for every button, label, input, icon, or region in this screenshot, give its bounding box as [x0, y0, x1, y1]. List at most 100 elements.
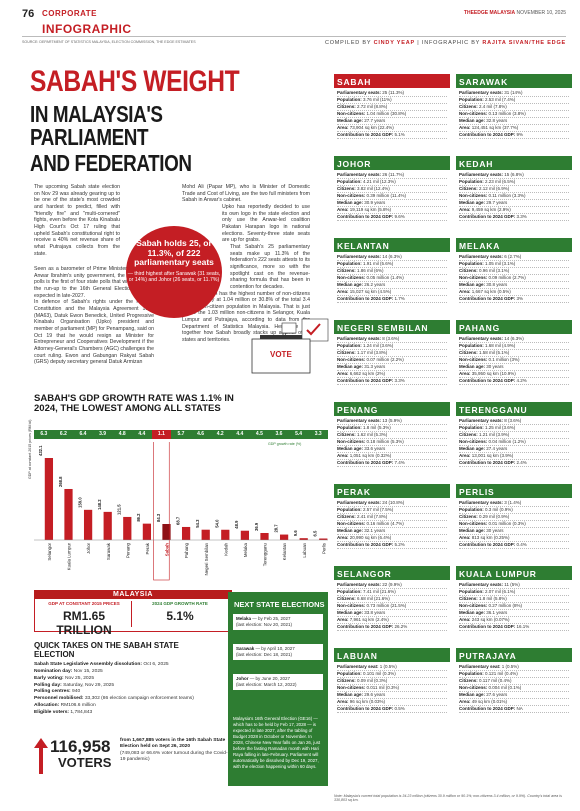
stat-label: Area: [337, 534, 350, 540]
stat-label: Non-citizens: [337, 602, 367, 608]
gdp-bar-value: 36.9 [254, 522, 259, 531]
state-stat-row: Area: 49 sq km (0.01%) [459, 699, 569, 706]
stat-value: 1.8 mil (5.3%) [363, 424, 391, 430]
state-stat-row: Contribution to 2024 GDP: 4.2% [459, 378, 569, 385]
stat-value: 0.004 mil (0.1%) [488, 684, 522, 690]
state-stat-row: Contribution to 2024 GDP: 3% [459, 296, 569, 303]
stat-label: Area: [337, 124, 350, 130]
footnote: Note: Malaysia's current total populatio… [334, 794, 562, 803]
state-stat-row: Area: 35,950 sq km (10.9%) [459, 371, 569, 378]
stat-value: 26.2 years [364, 281, 386, 287]
stat-value: 1.7% [394, 295, 405, 301]
state-name: PUTRAJAYA [456, 648, 572, 662]
article-paragraph: That Sabah's 25 parliamentary seats make… [230, 243, 310, 290]
stat-label: Non-citizens: [459, 520, 489, 526]
stat-label: Population: [459, 506, 485, 512]
quick-take-item: Polling day: Saturday, Nov 29, 2025 [34, 683, 230, 690]
state-stat-row: Non-citizens: 0.1 million (3%) [459, 357, 569, 364]
state-stat-row: Citizens: 0.117 mil (0.4%) [459, 678, 569, 685]
arrow-up-icon [34, 738, 48, 774]
infographic-name: RAJITA SIVAN/THE EDGE [482, 40, 566, 46]
stat-label: Citizens: [459, 185, 480, 191]
gdp-category-label: Perak [145, 542, 150, 554]
state-stats: Parliamentary seats: 15 (6.8%) Population… [456, 170, 572, 223]
state-stat-row: Population: 4.21 mil (12.3%) [337, 179, 447, 186]
state-stat-row: Citizens: 0.96 mil (3.1%) [459, 268, 569, 275]
state-stat-row: Citizens: 1.62 mil (5.3%) [337, 432, 447, 439]
gdp-category-label: Kuala Lumpur [67, 542, 72, 570]
stat-label: Contribution to 2024 GDP: [459, 459, 517, 465]
stat-label: Parliamentary seats: [337, 418, 383, 423]
gdp-bar-value: 84.3 [156, 513, 161, 522]
state-name: KUALA LUMPUR [456, 566, 572, 580]
state-stat-row: Median age: 33.6 years [337, 446, 447, 453]
state-panel-penang: PENANG Parliamentary seats: 13 (5.9%) Popu… [334, 402, 450, 469]
stat-label: Median age: [459, 609, 487, 615]
stat-label: Contribution to 2024 GDP: [337, 623, 395, 629]
malaysia-gdp-value: RM1.65 TRILLION [56, 609, 112, 637]
pull-quote: Sabah holds 25, or 11.3%, of 222 parliam… [126, 226, 222, 318]
ge16-note: Malaysia's 16th General Election (GE16) … [233, 716, 321, 769]
publication-date: NOVEMBER 10, 2025 [516, 10, 566, 16]
stat-label: Population: [337, 342, 363, 348]
stat-label: Citizens: [459, 103, 480, 109]
stat-label: Non-citizens: [459, 356, 489, 362]
stat-value: 2.72 mil (8.8%) [357, 103, 388, 109]
gdp-y-axis-label: GDP at constant 2015 prices (RM bil) [28, 419, 32, 479]
state-stat-row: Median age: 27.7 years [337, 118, 447, 125]
stat-value: 1.17 mil (3.8%) [357, 349, 388, 355]
article-paragraph: Mohd Ali (Papar MP), who is Minister of … [182, 184, 310, 204]
stat-value: 0.96 mil (3.1%) [479, 267, 510, 273]
stat-value: 27.6 years [486, 691, 508, 697]
growth-rate-value: 4.4 [236, 431, 244, 437]
vote-label: VOTE [270, 350, 292, 359]
state-stat-row: Non-citizens: 0.004 mil (0.1%) [459, 685, 569, 692]
stat-label: Citizens: [337, 677, 358, 683]
state-stat-row: Area: 124,451 sq km (37.7%) [459, 125, 569, 132]
gdp-category-label: Labuan [302, 542, 307, 557]
gdp-bar-value: 268.8 [58, 476, 63, 487]
state-stat-row: Population: 0.121 mil (0.4%) [459, 671, 569, 678]
stat-value: 29.6 years [364, 691, 386, 697]
quick-take-item: Allocation: RM106.6 million [34, 703, 230, 710]
state-stat-row: Area: 13,001 sq km (3.9%) [459, 453, 569, 460]
state-stat-row: Parliamentary seats: 3 (1.4%) [459, 500, 569, 507]
quick-take-item: Polling centres: 940 [34, 689, 230, 696]
quick-take-item: Early voting: Nov 25, 2025 [34, 676, 230, 683]
stat-value: 3.3% [394, 377, 405, 383]
stat-label: Population: [337, 588, 363, 594]
gdp-bar [83, 509, 93, 540]
state-stat-row: Median age: 26.2 years [337, 282, 447, 289]
stat-value: 243 sq km (0.07%) [471, 616, 510, 622]
stat-value: 0.121 mil (0.4%) [485, 670, 518, 676]
stat-label: Population: [459, 342, 485, 348]
stat-value: 0.18 million (5.3%) [366, 438, 404, 444]
malaysia-divider [131, 601, 132, 627]
state-stat-row: Area: 6,662 sq km (2%) [337, 371, 447, 378]
stat-value: 20,990 sq km (6.4%) [349, 534, 392, 540]
state-stat-row: Population: 2.23 mil (6.5%) [459, 179, 569, 186]
state-stat-row: Area: 20,990 sq km (6.4%) [337, 535, 447, 542]
state-stats: Parliamentary seats: 24 (10.8%) Populatio… [334, 498, 450, 551]
title-line-2: IN MALAYSIA'S PARLIAMENT [30, 101, 163, 150]
state-panel-perak: PERAK Parliamentary seats: 24 (10.8%) Popu… [334, 484, 450, 551]
stat-value: 32.1 years [364, 527, 386, 533]
page-title: SABAH'S WEIGHT IN MALAYSIA'S PARLIAMENT … [30, 67, 243, 175]
stat-label: Population: [459, 178, 485, 184]
stat-value: 15,027 sq km (4.5%) [349, 288, 392, 294]
stat-label: Citizens: [459, 677, 480, 683]
state-stat-row: Area: 19,119 sq km (5.8%) [337, 207, 447, 214]
growth-rate-strip: 6.3 6.2 6.4 3.9 4.8 4.4 1.1 5.7 4.6 4.2 4.4 4.5 3.6 5… [34, 430, 328, 439]
election-deadline: — by June 20, 2027 [249, 676, 291, 681]
stat-value: 1,051 sq km (0.32%) [349, 452, 392, 458]
state-stat-row: Area: 243 sq km (0.07%) [459, 617, 569, 624]
malaysia-growth-label: 2024 GDP GROWTH RATE [152, 601, 208, 606]
stat-value: 14 (6.3%) [504, 336, 524, 341]
state-stats: Parliamentary seats: 25 (11.3%) Populatio… [334, 88, 450, 141]
state-panel-sabah: SABAH Parliamentary seats: 25 (11.3%) Popu… [334, 74, 450, 141]
election-deadline: — by Feb 25, 2027 [252, 616, 291, 621]
stat-value: 7.41 mil (21.6%) [363, 588, 396, 594]
state-stat-row: Median age: 32.8 years [459, 118, 569, 125]
quick-take-value: Saturday, Nov 29, 2025 [63, 682, 115, 688]
gdp-category-label: Pahang [184, 542, 189, 558]
